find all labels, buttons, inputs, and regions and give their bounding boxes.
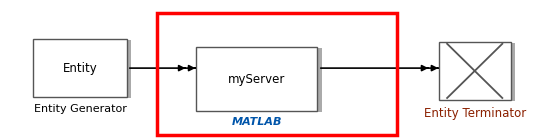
Bar: [33, 39, 127, 97]
Bar: [196, 47, 317, 111]
Text: myServer: myServer: [228, 73, 285, 86]
Bar: [443, 43, 515, 101]
Bar: [38, 40, 131, 98]
Bar: [439, 42, 511, 100]
Text: MATLAB: MATLAB: [231, 117, 282, 127]
Text: Entity: Entity: [63, 62, 97, 75]
Text: Entity Terminator: Entity Terminator: [423, 107, 526, 120]
Text: ™: ™: [315, 136, 321, 139]
Bar: [200, 48, 322, 112]
Text: Entity Generator: Entity Generator: [34, 104, 126, 114]
Bar: [157, 13, 397, 135]
